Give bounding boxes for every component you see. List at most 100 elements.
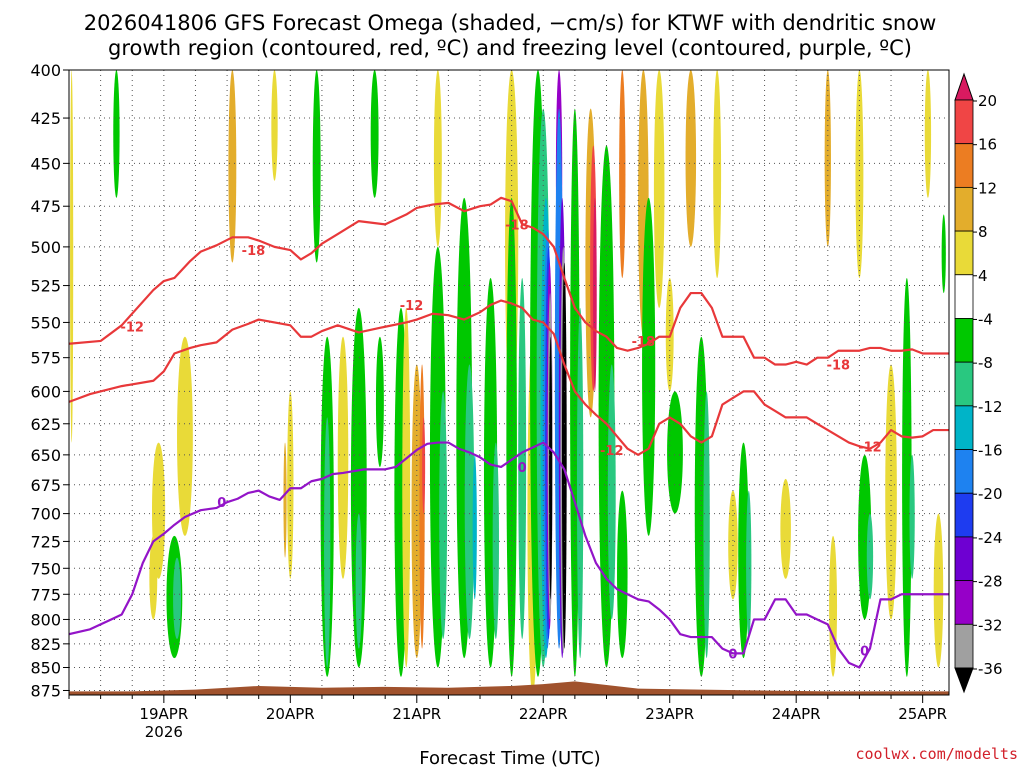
omega-cell bbox=[885, 364, 897, 620]
omega-cell bbox=[617, 490, 628, 659]
y-tick-label: 425 bbox=[30, 109, 61, 128]
contour-line bbox=[69, 299, 949, 456]
y-tick-label: 700 bbox=[30, 505, 61, 524]
colorbar-label: -24 bbox=[978, 529, 1003, 547]
colorbar-label: -36 bbox=[978, 660, 1003, 678]
colorbar-label: 16 bbox=[978, 136, 997, 154]
contour-label: -12 bbox=[120, 321, 144, 336]
omega-cell bbox=[780, 478, 791, 579]
y-tick-label: 725 bbox=[30, 532, 61, 551]
colorbar-label: -4 bbox=[978, 310, 993, 328]
y-tick-label: 675 bbox=[30, 476, 61, 495]
y-tick-label: 575 bbox=[30, 349, 61, 368]
colorbar-segment bbox=[954, 492, 974, 538]
omega-cell bbox=[422, 417, 426, 514]
omega-cell bbox=[902, 277, 912, 677]
colorbar-label: -32 bbox=[978, 616, 1003, 634]
omega-cell bbox=[549, 336, 553, 600]
plot-frame bbox=[68, 69, 950, 696]
chart-title-line1: 2026041806 GFS Forecast Omega (shaded, −… bbox=[84, 11, 937, 35]
dotted-grid bbox=[69, 70, 949, 695]
y-tick-label: 750 bbox=[30, 559, 61, 578]
colorbar-bottom-arrow bbox=[954, 667, 974, 694]
omega-cell bbox=[472, 454, 477, 600]
omega-cell bbox=[619, 70, 626, 278]
colorbar-label: 8 bbox=[978, 223, 988, 241]
omega-cell bbox=[855, 70, 864, 278]
contour-line bbox=[69, 196, 949, 366]
colorbar-label: 20 bbox=[978, 92, 997, 110]
contour-layer: -18 -18 -18 -18 -12 -12 -12 -12 0 0 0 0 bbox=[69, 196, 949, 669]
omega-cell bbox=[518, 277, 527, 640]
y-tick-label: 625 bbox=[30, 415, 61, 434]
terrain-fill bbox=[69, 681, 949, 695]
y-tick-label: 875 bbox=[30, 681, 61, 700]
omega-cell bbox=[370, 70, 379, 198]
omega-cell bbox=[324, 417, 331, 668]
colorbar-label: -12 bbox=[978, 398, 1003, 416]
colorbar-label: 4 bbox=[978, 267, 988, 285]
omega-cell bbox=[576, 307, 584, 659]
terrain-layer bbox=[69, 681, 949, 695]
colorbar-label: -20 bbox=[978, 485, 1003, 503]
omega-cell bbox=[337, 336, 349, 579]
omega-cell bbox=[909, 454, 915, 579]
y-tick-label: 825 bbox=[30, 635, 61, 654]
omega-cell bbox=[464, 364, 475, 640]
colorbar-segment bbox=[954, 318, 974, 363]
colorbar-segment bbox=[954, 230, 974, 276]
y-tick-label: 850 bbox=[30, 659, 61, 678]
omega-cell bbox=[355, 513, 362, 649]
omega-cell bbox=[933, 513, 944, 668]
omega-cell bbox=[439, 391, 448, 640]
contour-label: -18 bbox=[827, 359, 851, 374]
omega-cell bbox=[824, 70, 831, 247]
omega-cell bbox=[177, 336, 193, 536]
y-tick-label: 650 bbox=[30, 446, 61, 465]
y-tick-label: 450 bbox=[30, 154, 61, 173]
x-tick-label: 23APR bbox=[645, 705, 694, 723]
y-tick-label: 400 bbox=[30, 61, 61, 80]
y-tick-label: 550 bbox=[30, 313, 61, 332]
y-tick-label: 775 bbox=[30, 585, 61, 604]
x-tick-label: 20APR bbox=[266, 705, 315, 723]
omega-cell bbox=[746, 490, 752, 640]
omega-cell bbox=[713, 70, 722, 278]
colorbar-top-arrow bbox=[954, 72, 974, 101]
x-tick-label: 19APR bbox=[139, 705, 188, 723]
contour-label: 0 bbox=[518, 461, 527, 476]
omega-cell bbox=[829, 535, 838, 677]
omega-cell bbox=[506, 197, 517, 677]
omega-cell bbox=[271, 70, 278, 181]
colorbar-label: 12 bbox=[978, 179, 997, 197]
contour-label: -18 bbox=[632, 335, 656, 350]
omega-cell bbox=[402, 307, 411, 668]
contour-label: 0 bbox=[860, 645, 869, 660]
contour-label: -18 bbox=[242, 244, 266, 259]
colorbar-segment bbox=[954, 623, 974, 669]
y-tick-label: 475 bbox=[30, 197, 61, 216]
omega-cell bbox=[228, 70, 237, 263]
contour-label: -12 bbox=[400, 299, 424, 314]
omega-shading-layer bbox=[70, 70, 946, 695]
omega-cell bbox=[561, 262, 567, 649]
x-tick-label: 25APR bbox=[898, 705, 947, 723]
omega-cell bbox=[151, 442, 166, 579]
x-tick-label: 24APR bbox=[772, 705, 821, 723]
colorbar-segment bbox=[954, 274, 974, 319]
y-tick-label: 800 bbox=[30, 610, 61, 629]
contour-label: -18 bbox=[505, 218, 529, 233]
omega-cell bbox=[941, 214, 946, 294]
colorbar: 20 16 12 8 4 -4 -8 -12 -16 -20 -24 -28 -32 -36 bbox=[954, 72, 1003, 694]
y-tick-label: 500 bbox=[30, 238, 61, 257]
colorbar-segment bbox=[954, 536, 974, 582]
credit-link[interactable]: coolwx.com/modelts bbox=[855, 745, 1018, 763]
y-axis: 400 425 450 475 500 525 550 575 600 625 650 675 700 7… bbox=[30, 61, 69, 700]
omega-cell bbox=[685, 70, 697, 247]
omega-cell bbox=[283, 442, 287, 558]
contour-label: 0 bbox=[217, 496, 226, 511]
x-axis-label: Forecast Time (UTC) bbox=[419, 748, 600, 768]
contour-label: 0 bbox=[728, 647, 737, 662]
